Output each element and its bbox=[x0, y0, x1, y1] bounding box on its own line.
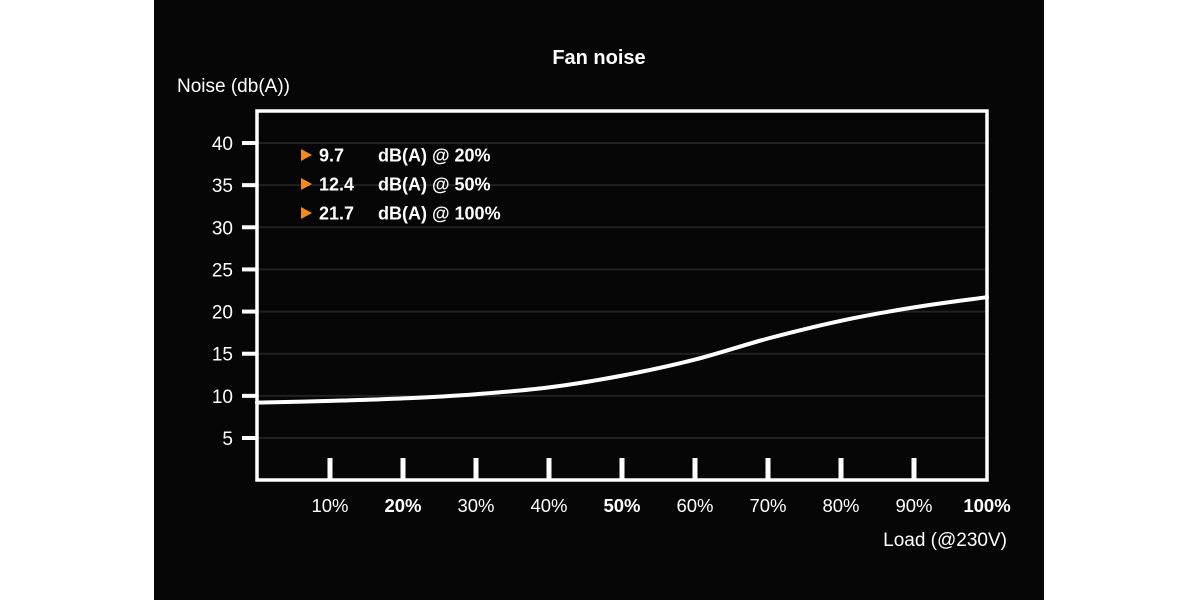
legend-value: 21.7 bbox=[319, 204, 354, 224]
fan-noise-chart: 5 10 15 20 25 30 35 40 10% 20% 30% 40% 50% 60% 70% 80% 9… bbox=[177, 47, 1011, 551]
y-tick-label: 15 bbox=[212, 345, 233, 366]
chart-panel: 5 10 15 20 25 30 35 40 10% 20% 30% 40% 50% 60% 70% 80% 9… bbox=[154, 0, 1044, 600]
legend-value: 9.7 bbox=[319, 146, 344, 166]
chart-title: Fan noise bbox=[552, 47, 645, 69]
y-tick-label: 40 bbox=[212, 134, 233, 155]
x-tick-label: 100% bbox=[963, 495, 1010, 516]
x-tick-label: 70% bbox=[749, 495, 786, 516]
right-triangle-icon bbox=[301, 207, 312, 219]
y-tick-label: 25 bbox=[212, 260, 233, 281]
x-tick-label: 80% bbox=[822, 495, 859, 516]
legend-label: dB(A) @ 50% bbox=[378, 175, 491, 195]
x-tick-label: 90% bbox=[895, 495, 932, 516]
x-tick-label: 50% bbox=[603, 495, 640, 516]
right-triangle-icon bbox=[301, 149, 312, 161]
plot-frame bbox=[255, 109, 989, 482]
x-axis-label: Load (@230V) bbox=[883, 530, 1007, 551]
x-tick-label: 10% bbox=[311, 495, 348, 516]
y-tick-label: 5 bbox=[222, 429, 233, 450]
right-triangle-icon bbox=[301, 178, 312, 190]
noise-curve bbox=[255, 295, 989, 405]
y-tick-label: 35 bbox=[212, 176, 233, 197]
legend-label: dB(A) @ 20% bbox=[378, 146, 491, 166]
y-tick-label: 10 bbox=[212, 387, 233, 408]
x-tick-label: 20% bbox=[384, 495, 421, 516]
legend-label: dB(A) @ 100% bbox=[378, 204, 501, 224]
y-axis-label: Noise (db(A)) bbox=[177, 76, 290, 97]
legend-value: 12.4 bbox=[319, 175, 354, 195]
x-tick-label: 30% bbox=[457, 495, 494, 516]
x-tick-label: 40% bbox=[530, 495, 567, 516]
y-tick-label: 30 bbox=[212, 218, 233, 239]
x-tick-label: 60% bbox=[676, 495, 713, 516]
y-tick-label: 20 bbox=[212, 303, 233, 324]
